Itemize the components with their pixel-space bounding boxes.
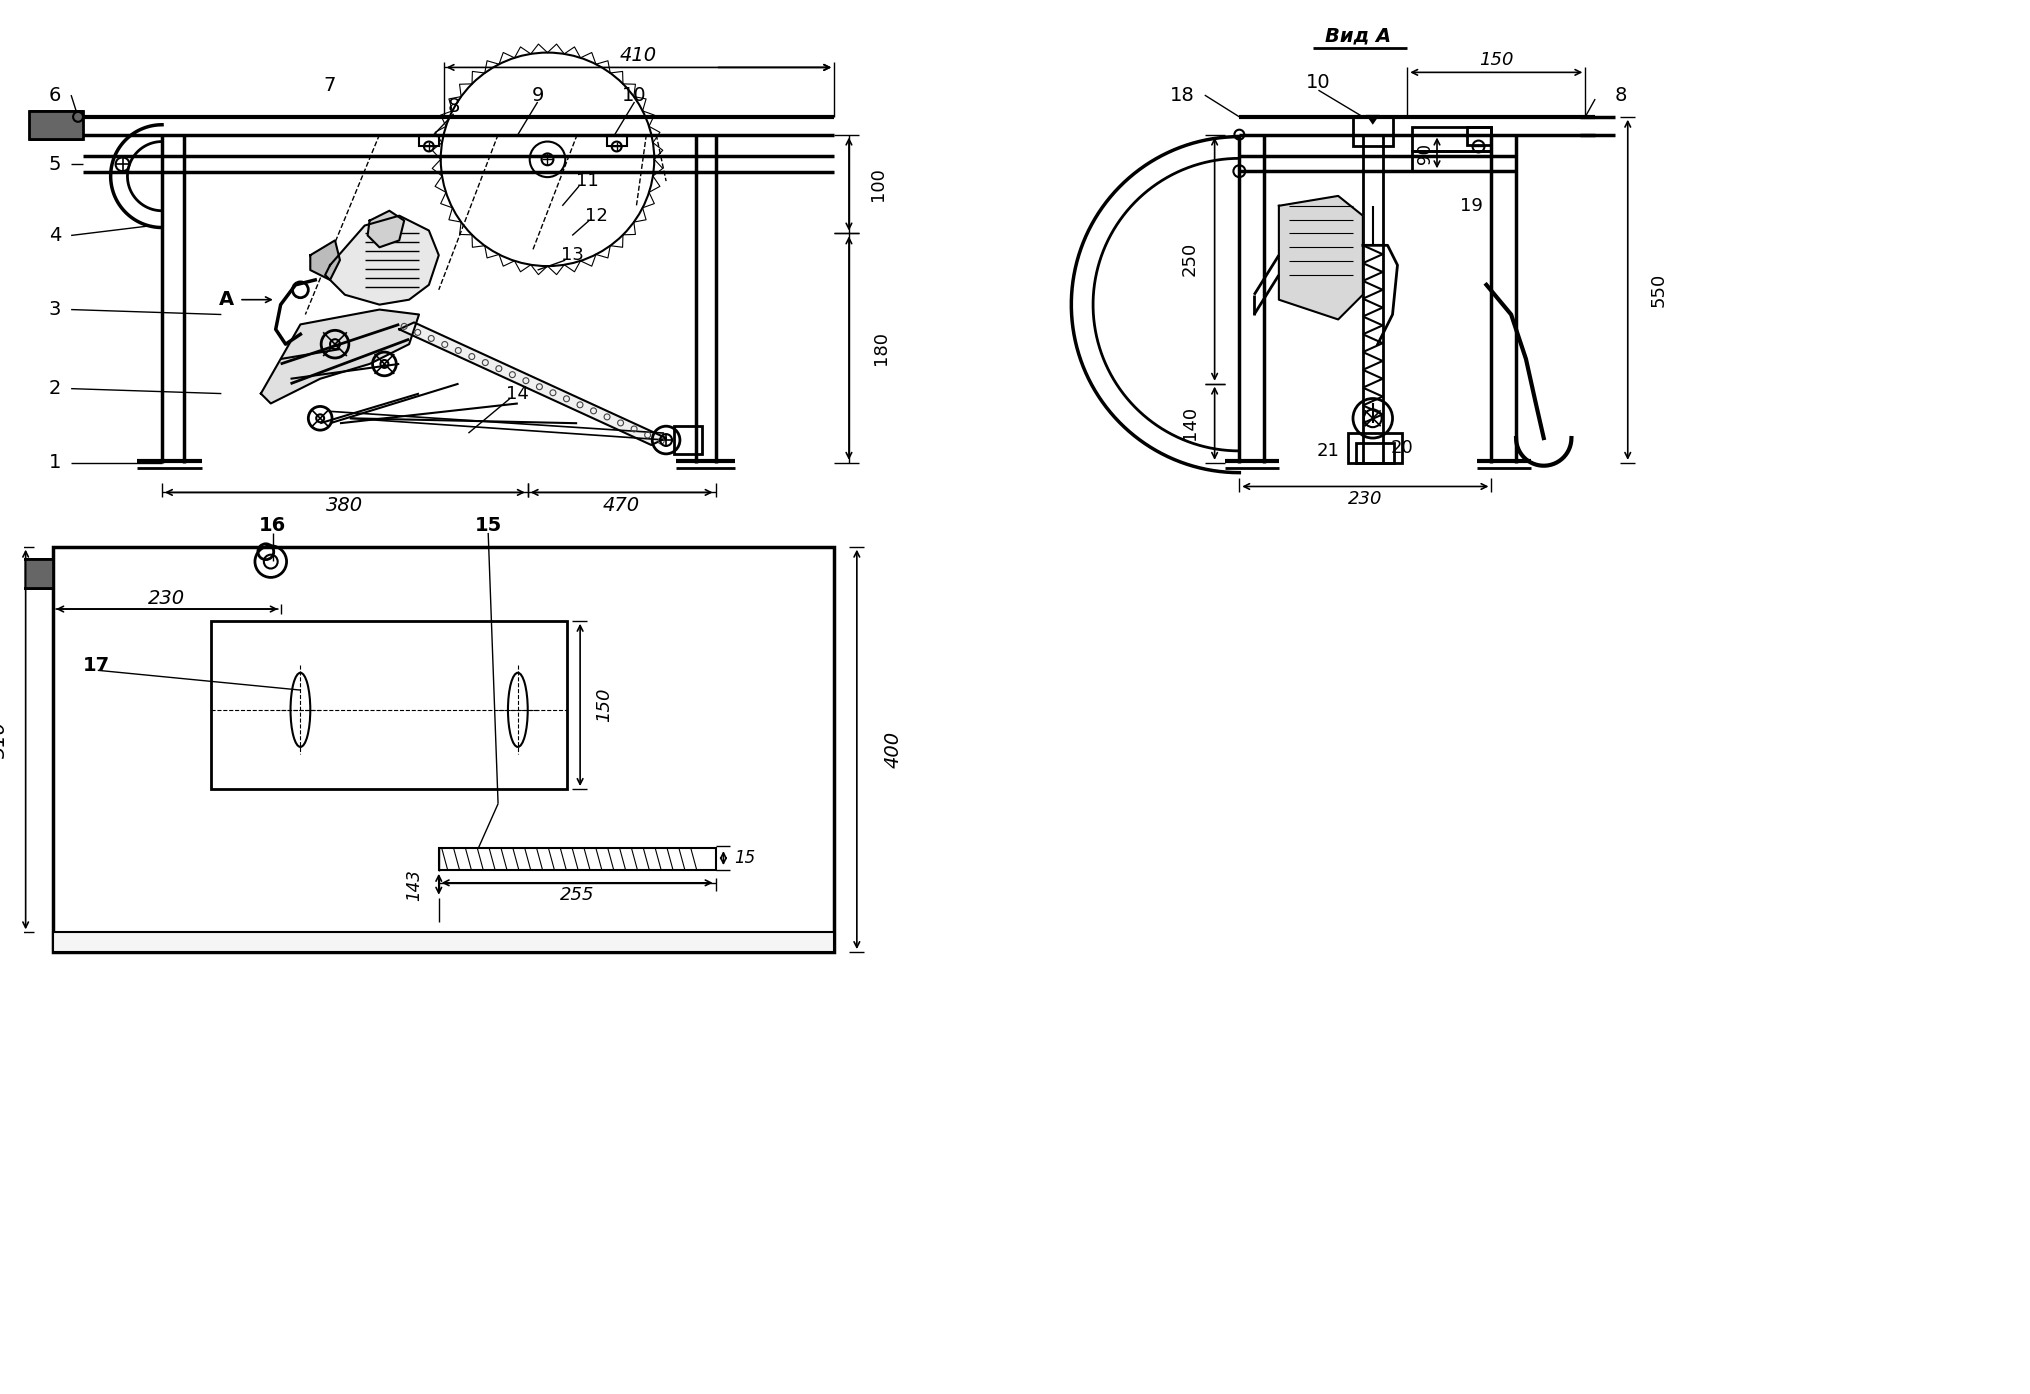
Text: 9: 9 bbox=[532, 85, 544, 105]
Bar bbox=[674, 427, 700, 454]
Text: 6: 6 bbox=[49, 85, 61, 105]
Bar bbox=[438, 848, 715, 870]
Text: 550: 550 bbox=[1648, 273, 1667, 307]
Bar bbox=[0, 559, 53, 588]
Text: 400: 400 bbox=[883, 730, 901, 768]
Text: 150: 150 bbox=[595, 687, 613, 722]
Text: 5: 5 bbox=[49, 155, 61, 174]
Bar bbox=[1411, 127, 1490, 152]
Text: 3: 3 bbox=[49, 300, 61, 319]
Text: 21: 21 bbox=[1315, 442, 1340, 460]
Bar bbox=[1348, 434, 1403, 463]
Text: 8: 8 bbox=[1614, 85, 1626, 105]
Text: 7: 7 bbox=[323, 75, 337, 95]
Text: 17: 17 bbox=[83, 655, 110, 675]
Text: 11: 11 bbox=[574, 171, 599, 190]
Text: 150: 150 bbox=[1478, 50, 1512, 68]
Text: 14: 14 bbox=[505, 385, 530, 403]
Text: 100: 100 bbox=[869, 167, 887, 201]
Text: 143: 143 bbox=[404, 868, 422, 901]
Text: 18: 18 bbox=[1169, 85, 1194, 105]
Text: 180: 180 bbox=[871, 332, 889, 365]
Bar bbox=[53, 933, 834, 952]
Text: 16: 16 bbox=[260, 516, 286, 534]
Text: 230: 230 bbox=[148, 588, 185, 608]
Text: 1: 1 bbox=[49, 453, 61, 473]
Polygon shape bbox=[400, 322, 666, 445]
Text: 13: 13 bbox=[560, 247, 583, 265]
Bar bbox=[53, 546, 834, 952]
Text: 20: 20 bbox=[1391, 439, 1413, 457]
Polygon shape bbox=[260, 309, 418, 403]
Text: 255: 255 bbox=[560, 885, 595, 903]
Text: 15: 15 bbox=[475, 516, 501, 534]
Polygon shape bbox=[1364, 114, 1378, 124]
Bar bbox=[607, 135, 625, 146]
Text: 10: 10 bbox=[1305, 72, 1330, 92]
Text: 380: 380 bbox=[327, 496, 363, 514]
Text: 2: 2 bbox=[49, 379, 61, 399]
Polygon shape bbox=[311, 240, 339, 280]
Text: 310: 310 bbox=[0, 721, 8, 758]
Text: 4: 4 bbox=[49, 226, 61, 245]
Text: 10: 10 bbox=[621, 85, 646, 105]
Polygon shape bbox=[1279, 197, 1362, 319]
Polygon shape bbox=[367, 210, 404, 247]
Text: 15: 15 bbox=[735, 849, 755, 867]
Bar bbox=[1352, 117, 1393, 146]
Text: 12: 12 bbox=[585, 206, 609, 224]
Text: A: A bbox=[219, 290, 233, 309]
Text: 230: 230 bbox=[1348, 491, 1382, 509]
Text: 250: 250 bbox=[1179, 243, 1198, 276]
Bar bbox=[1411, 152, 1490, 171]
Text: 90: 90 bbox=[1415, 144, 1433, 164]
Text: 410: 410 bbox=[619, 46, 656, 66]
Text: Вид А: Вид А bbox=[1324, 26, 1391, 45]
Bar bbox=[1356, 443, 1393, 463]
Bar bbox=[418, 135, 438, 146]
Text: 470: 470 bbox=[603, 496, 639, 514]
Bar bbox=[1466, 127, 1490, 145]
Text: 140: 140 bbox=[1179, 406, 1198, 441]
Text: 8: 8 bbox=[447, 98, 459, 117]
Text: 19: 19 bbox=[1460, 197, 1482, 215]
Bar bbox=[28, 112, 83, 138]
Bar bbox=[211, 620, 566, 789]
Polygon shape bbox=[325, 216, 438, 305]
